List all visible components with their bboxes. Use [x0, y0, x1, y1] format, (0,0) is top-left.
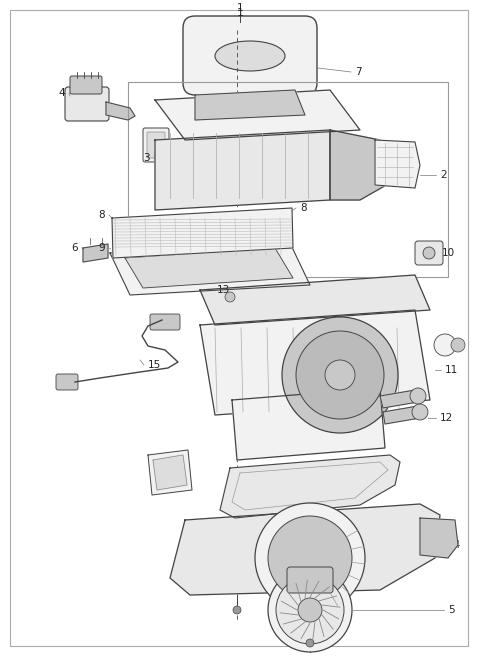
FancyBboxPatch shape: [56, 374, 78, 390]
Text: 5: 5: [448, 605, 455, 615]
FancyBboxPatch shape: [70, 76, 102, 94]
Ellipse shape: [215, 41, 285, 71]
Circle shape: [225, 292, 235, 302]
Circle shape: [410, 388, 426, 404]
Text: 8: 8: [98, 210, 105, 220]
Polygon shape: [330, 130, 395, 200]
FancyBboxPatch shape: [143, 128, 169, 162]
Polygon shape: [125, 248, 293, 288]
Circle shape: [268, 568, 352, 652]
Text: 9: 9: [145, 280, 152, 290]
Circle shape: [325, 360, 355, 390]
Circle shape: [255, 503, 365, 613]
Polygon shape: [195, 90, 305, 120]
Circle shape: [451, 338, 465, 352]
Circle shape: [276, 576, 344, 644]
Text: 1: 1: [237, 3, 243, 13]
Circle shape: [306, 639, 314, 647]
Circle shape: [268, 516, 352, 600]
Ellipse shape: [423, 247, 435, 259]
Text: 12: 12: [440, 413, 453, 423]
FancyBboxPatch shape: [287, 567, 333, 593]
Text: 15: 15: [148, 360, 161, 370]
Polygon shape: [155, 90, 360, 140]
Polygon shape: [153, 455, 187, 490]
Text: 11: 11: [445, 365, 458, 375]
Text: 4: 4: [59, 88, 65, 98]
Polygon shape: [106, 102, 135, 120]
Text: 2: 2: [440, 170, 446, 180]
Circle shape: [412, 404, 428, 420]
Polygon shape: [383, 406, 420, 424]
Polygon shape: [375, 140, 420, 188]
Circle shape: [434, 334, 456, 356]
Polygon shape: [220, 455, 400, 518]
Text: 3: 3: [144, 153, 150, 163]
Polygon shape: [170, 504, 440, 595]
Text: 9: 9: [98, 243, 105, 253]
Text: 7: 7: [355, 67, 361, 77]
Polygon shape: [380, 390, 418, 408]
Polygon shape: [420, 518, 458, 558]
Polygon shape: [83, 244, 108, 262]
Polygon shape: [112, 208, 293, 258]
Text: 8: 8: [300, 203, 307, 213]
FancyBboxPatch shape: [415, 241, 443, 265]
Circle shape: [296, 331, 384, 419]
Text: 6: 6: [72, 243, 78, 253]
Circle shape: [282, 317, 398, 433]
Text: 1: 1: [237, 8, 243, 18]
Circle shape: [233, 606, 241, 614]
Polygon shape: [220, 290, 240, 304]
FancyBboxPatch shape: [147, 132, 165, 158]
Polygon shape: [148, 450, 192, 495]
FancyBboxPatch shape: [183, 16, 317, 95]
Bar: [128, 82, 448, 277]
Polygon shape: [232, 388, 385, 460]
Text: 13: 13: [217, 285, 230, 295]
FancyBboxPatch shape: [65, 87, 109, 121]
Text: 14: 14: [448, 540, 461, 550]
Polygon shape: [200, 275, 430, 325]
Polygon shape: [110, 243, 310, 295]
Text: 10: 10: [442, 248, 455, 258]
FancyBboxPatch shape: [150, 314, 180, 330]
Circle shape: [298, 598, 322, 622]
Polygon shape: [155, 130, 330, 210]
Polygon shape: [200, 310, 430, 415]
